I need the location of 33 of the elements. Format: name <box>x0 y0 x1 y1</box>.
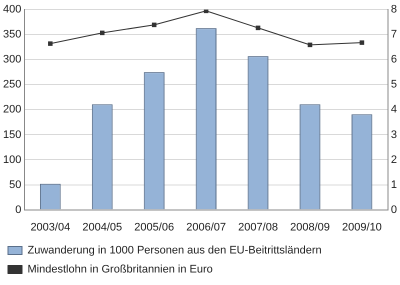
x-tick-label: 2008/09 <box>290 221 330 234</box>
y-tick-label: 250 <box>2 78 22 91</box>
x-tick-label: 2005/06 <box>134 221 174 234</box>
point <box>256 26 260 30</box>
legend-label: Mindestlohn in Großbritannien in Euro <box>28 264 213 276</box>
y2-tick-label: 8 <box>390 4 398 16</box>
x-tick-label: 2007/08 <box>238 221 278 234</box>
y-tick-label: 400 <box>2 4 22 16</box>
y2-tick-label: 0 <box>390 204 398 216</box>
x-tick-label: 2003/04 <box>30 221 70 234</box>
y2-tick-label: 6 <box>390 54 398 66</box>
y2-tick-label: 4 <box>390 104 398 116</box>
x-tick-label: 2009/10 <box>342 221 382 234</box>
y-tick-label: 200 <box>2 104 22 116</box>
point <box>100 30 105 36</box>
y-tick-label: 150 <box>2 128 22 141</box>
y-tick-label: 300 <box>2 54 22 66</box>
y2-tick-label: 5 <box>390 78 398 91</box>
y2-tick-label: 3 <box>390 128 398 141</box>
point <box>308 42 312 48</box>
point <box>48 41 53 46</box>
y2-tick-label: 7 <box>390 28 398 41</box>
x-tick-label: 2004/05 <box>82 221 122 234</box>
point <box>360 40 364 45</box>
x-tick-label: 2006/07 <box>186 221 226 234</box>
y-tick-label: 50 <box>9 178 22 191</box>
y2-tick-label: 1 <box>390 178 398 191</box>
y-tick-label: 0 <box>15 204 22 216</box>
y-tick-label: 100 <box>2 154 22 166</box>
y2-tick-label: 2 <box>390 154 398 166</box>
y-tick-label: 350 <box>2 28 22 41</box>
legend-label: Zuwanderung in 1000 Personen aus den EU-Beitrittsländern <box>28 244 322 257</box>
point <box>152 22 156 28</box>
